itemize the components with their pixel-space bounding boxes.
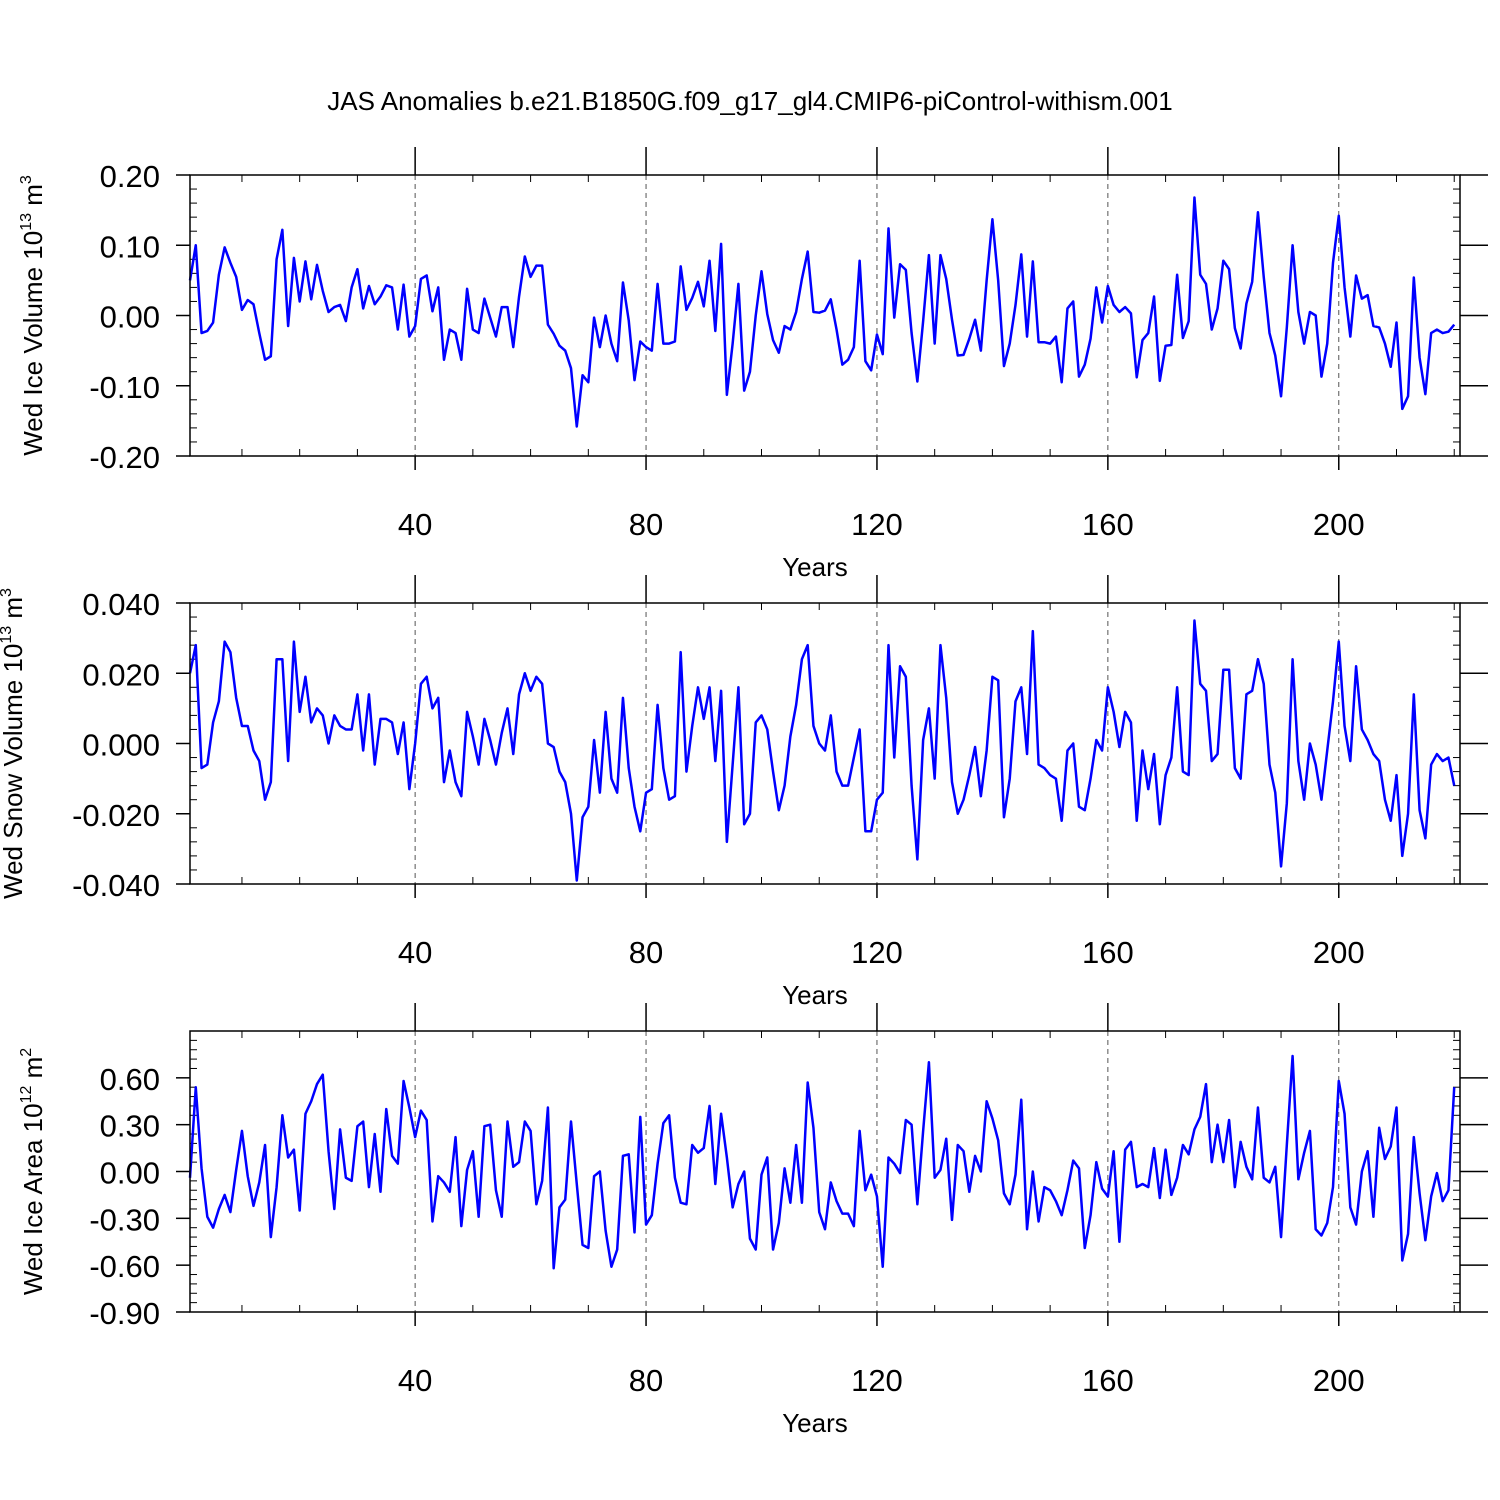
chart-panel-1: 40 80 120 160 200 0.20 0.10 0.00 -0.10 -0.20 Years… [18, 147, 1488, 582]
y-tick-label: -0.30 [89, 1202, 160, 1237]
y-axis-label-part: Wed Ice Area 10 [18, 1103, 48, 1295]
x-tick-label: 80 [629, 1363, 663, 1398]
y-axis-label-part: Wed Ice Volume 10 [18, 231, 48, 456]
y-axis-label-superscript: 3 [18, 175, 35, 184]
x-axis-label: Years [782, 1408, 848, 1438]
plot-frame [189, 1030, 1461, 1313]
plot-frame [189, 602, 1461, 885]
x-tick-label: 200 [1313, 507, 1365, 542]
y-tick-label: -0.10 [89, 370, 160, 405]
y-axis-label-part: Wed Snow Volume 10 [0, 644, 28, 899]
y-axis-label-superscript: 3 [0, 588, 15, 597]
x-tick-label: 200 [1313, 935, 1365, 970]
y-axis-label: Wed Snow Volume 1013 m3 [0, 588, 28, 899]
y-tick-label: 0.00 [100, 1156, 160, 1191]
y-tick-label: 0.30 [100, 1109, 160, 1144]
x-axis-label: Years [782, 980, 848, 1010]
plot-frame [189, 174, 1461, 457]
x-tick-label: 40 [398, 1363, 432, 1398]
y-tick-label: -0.60 [89, 1249, 160, 1284]
y-tick-label: 0.60 [100, 1062, 160, 1097]
x-tick-label: 160 [1082, 507, 1134, 542]
x-tick-label: 40 [398, 507, 432, 542]
y-axis-label-superscript: 13 [18, 213, 35, 231]
x-axis-label: Years [782, 552, 848, 582]
x-tick-label: 160 [1082, 1363, 1134, 1398]
x-tick-label: 120 [851, 935, 903, 970]
y-tick-label: 0.00 [100, 300, 160, 335]
panels-group: 40 80 120 160 200 0.20 0.10 0.00 -0.10 -0.20 Years… [0, 147, 1488, 1438]
y-axis-label-part: m [0, 597, 28, 626]
x-tick-label: 80 [629, 507, 663, 542]
series-line [188, 619, 1456, 882]
x-tick-label: 80 [629, 935, 663, 970]
y-tick-label: -0.040 [72, 868, 160, 903]
chart-panel-2: 40 80 120 160 200 0.040 0.020 0.000 -0.020 -0.040… [0, 575, 1488, 1010]
y-axis-label-superscript: 12 [18, 1086, 35, 1104]
x-tick-label: 120 [851, 1363, 903, 1398]
x-tick-label: 160 [1082, 935, 1134, 970]
chart-panel-3: 40 80 120 160 200 0.60 0.30 0.00 -0.30 -0.60 -0.90… [18, 1003, 1488, 1438]
series-line [188, 1054, 1456, 1270]
y-axis-label-part: m [18, 1057, 48, 1086]
y-axis-label-part: m [18, 184, 48, 213]
y-tick-label: 0.040 [82, 587, 160, 622]
y-axis-label-superscript: 13 [0, 626, 15, 644]
series-line [188, 196, 1456, 428]
y-axis-label: Wed Ice Area 1012 m2 [18, 1048, 48, 1295]
y-axis-label-superscript: 2 [18, 1048, 35, 1057]
y-tick-label: 0.20 [100, 159, 160, 194]
y-axis-label: Wed Ice Volume 1013 m3 [18, 175, 48, 456]
y-tick-label: 0.10 [100, 229, 160, 264]
x-tick-label: 200 [1313, 1363, 1365, 1398]
x-tick-label: 120 [851, 507, 903, 542]
figure-title: JAS Anomalies b.e21.B1850G.f09_g17_gl4.C… [327, 86, 1172, 116]
y-tick-label: -0.20 [89, 440, 160, 475]
y-tick-label: -0.020 [72, 798, 160, 833]
y-tick-label: 0.020 [82, 657, 160, 692]
y-tick-label: 0.000 [82, 728, 160, 763]
y-tick-label: -0.90 [89, 1296, 160, 1331]
x-tick-label: 40 [398, 935, 432, 970]
